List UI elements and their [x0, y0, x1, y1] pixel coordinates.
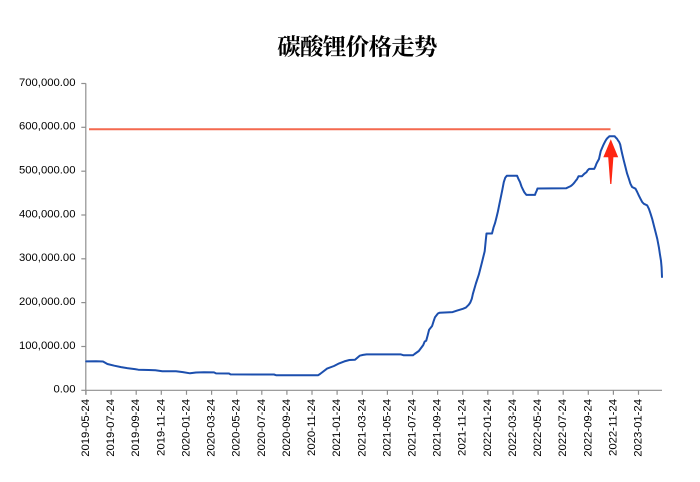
svg-text:2019-09-24: 2019-09-24: [130, 399, 142, 457]
svg-text:2022-03-24: 2022-03-24: [507, 399, 519, 457]
svg-text:500,000.00: 500,000.00: [19, 165, 76, 177]
svg-text:2022-05-24: 2022-05-24: [532, 399, 544, 457]
svg-text:0.00: 0.00: [54, 384, 76, 396]
svg-text:2019-07-24: 2019-07-24: [105, 399, 117, 457]
svg-text:400,000.00: 400,000.00: [19, 208, 76, 220]
svg-text:2020-01-24: 2020-01-24: [181, 399, 193, 457]
svg-text:2021-11-24: 2021-11-24: [457, 399, 469, 456]
svg-text:100,000.00: 100,000.00: [19, 340, 76, 352]
svg-text:300,000.00: 300,000.00: [19, 252, 76, 264]
svg-text:2021-03-24: 2021-03-24: [356, 399, 368, 457]
svg-text:2019-05-24: 2019-05-24: [80, 399, 92, 457]
svg-text:2023-01-24: 2023-01-24: [633, 399, 645, 457]
svg-text:600,000.00: 600,000.00: [19, 121, 76, 133]
svg-text:2021-09-24: 2021-09-24: [432, 399, 444, 457]
svg-text:2019-11-24: 2019-11-24: [155, 399, 167, 456]
svg-text:2020-09-24: 2020-09-24: [281, 399, 293, 457]
svg-text:2021-05-24: 2021-05-24: [381, 399, 393, 457]
svg-text:2021-07-24: 2021-07-24: [407, 399, 419, 457]
svg-text:2020-03-24: 2020-03-24: [206, 399, 218, 457]
svg-text:2020-11-24: 2020-11-24: [306, 399, 318, 456]
svg-text:2022-01-24: 2022-01-24: [482, 399, 494, 457]
svg-text:2020-07-24: 2020-07-24: [256, 399, 268, 457]
svg-text:2022-11-24: 2022-11-24: [607, 399, 619, 456]
svg-text:2022-09-24: 2022-09-24: [582, 399, 594, 457]
svg-text:2020-05-24: 2020-05-24: [231, 399, 243, 457]
svg-text:2022-07-24: 2022-07-24: [557, 399, 569, 457]
svg-text:200,000.00: 200,000.00: [19, 296, 76, 308]
svg-text:700,000.00: 700,000.00: [19, 77, 76, 89]
svg-text:2021-01-24: 2021-01-24: [331, 399, 343, 457]
